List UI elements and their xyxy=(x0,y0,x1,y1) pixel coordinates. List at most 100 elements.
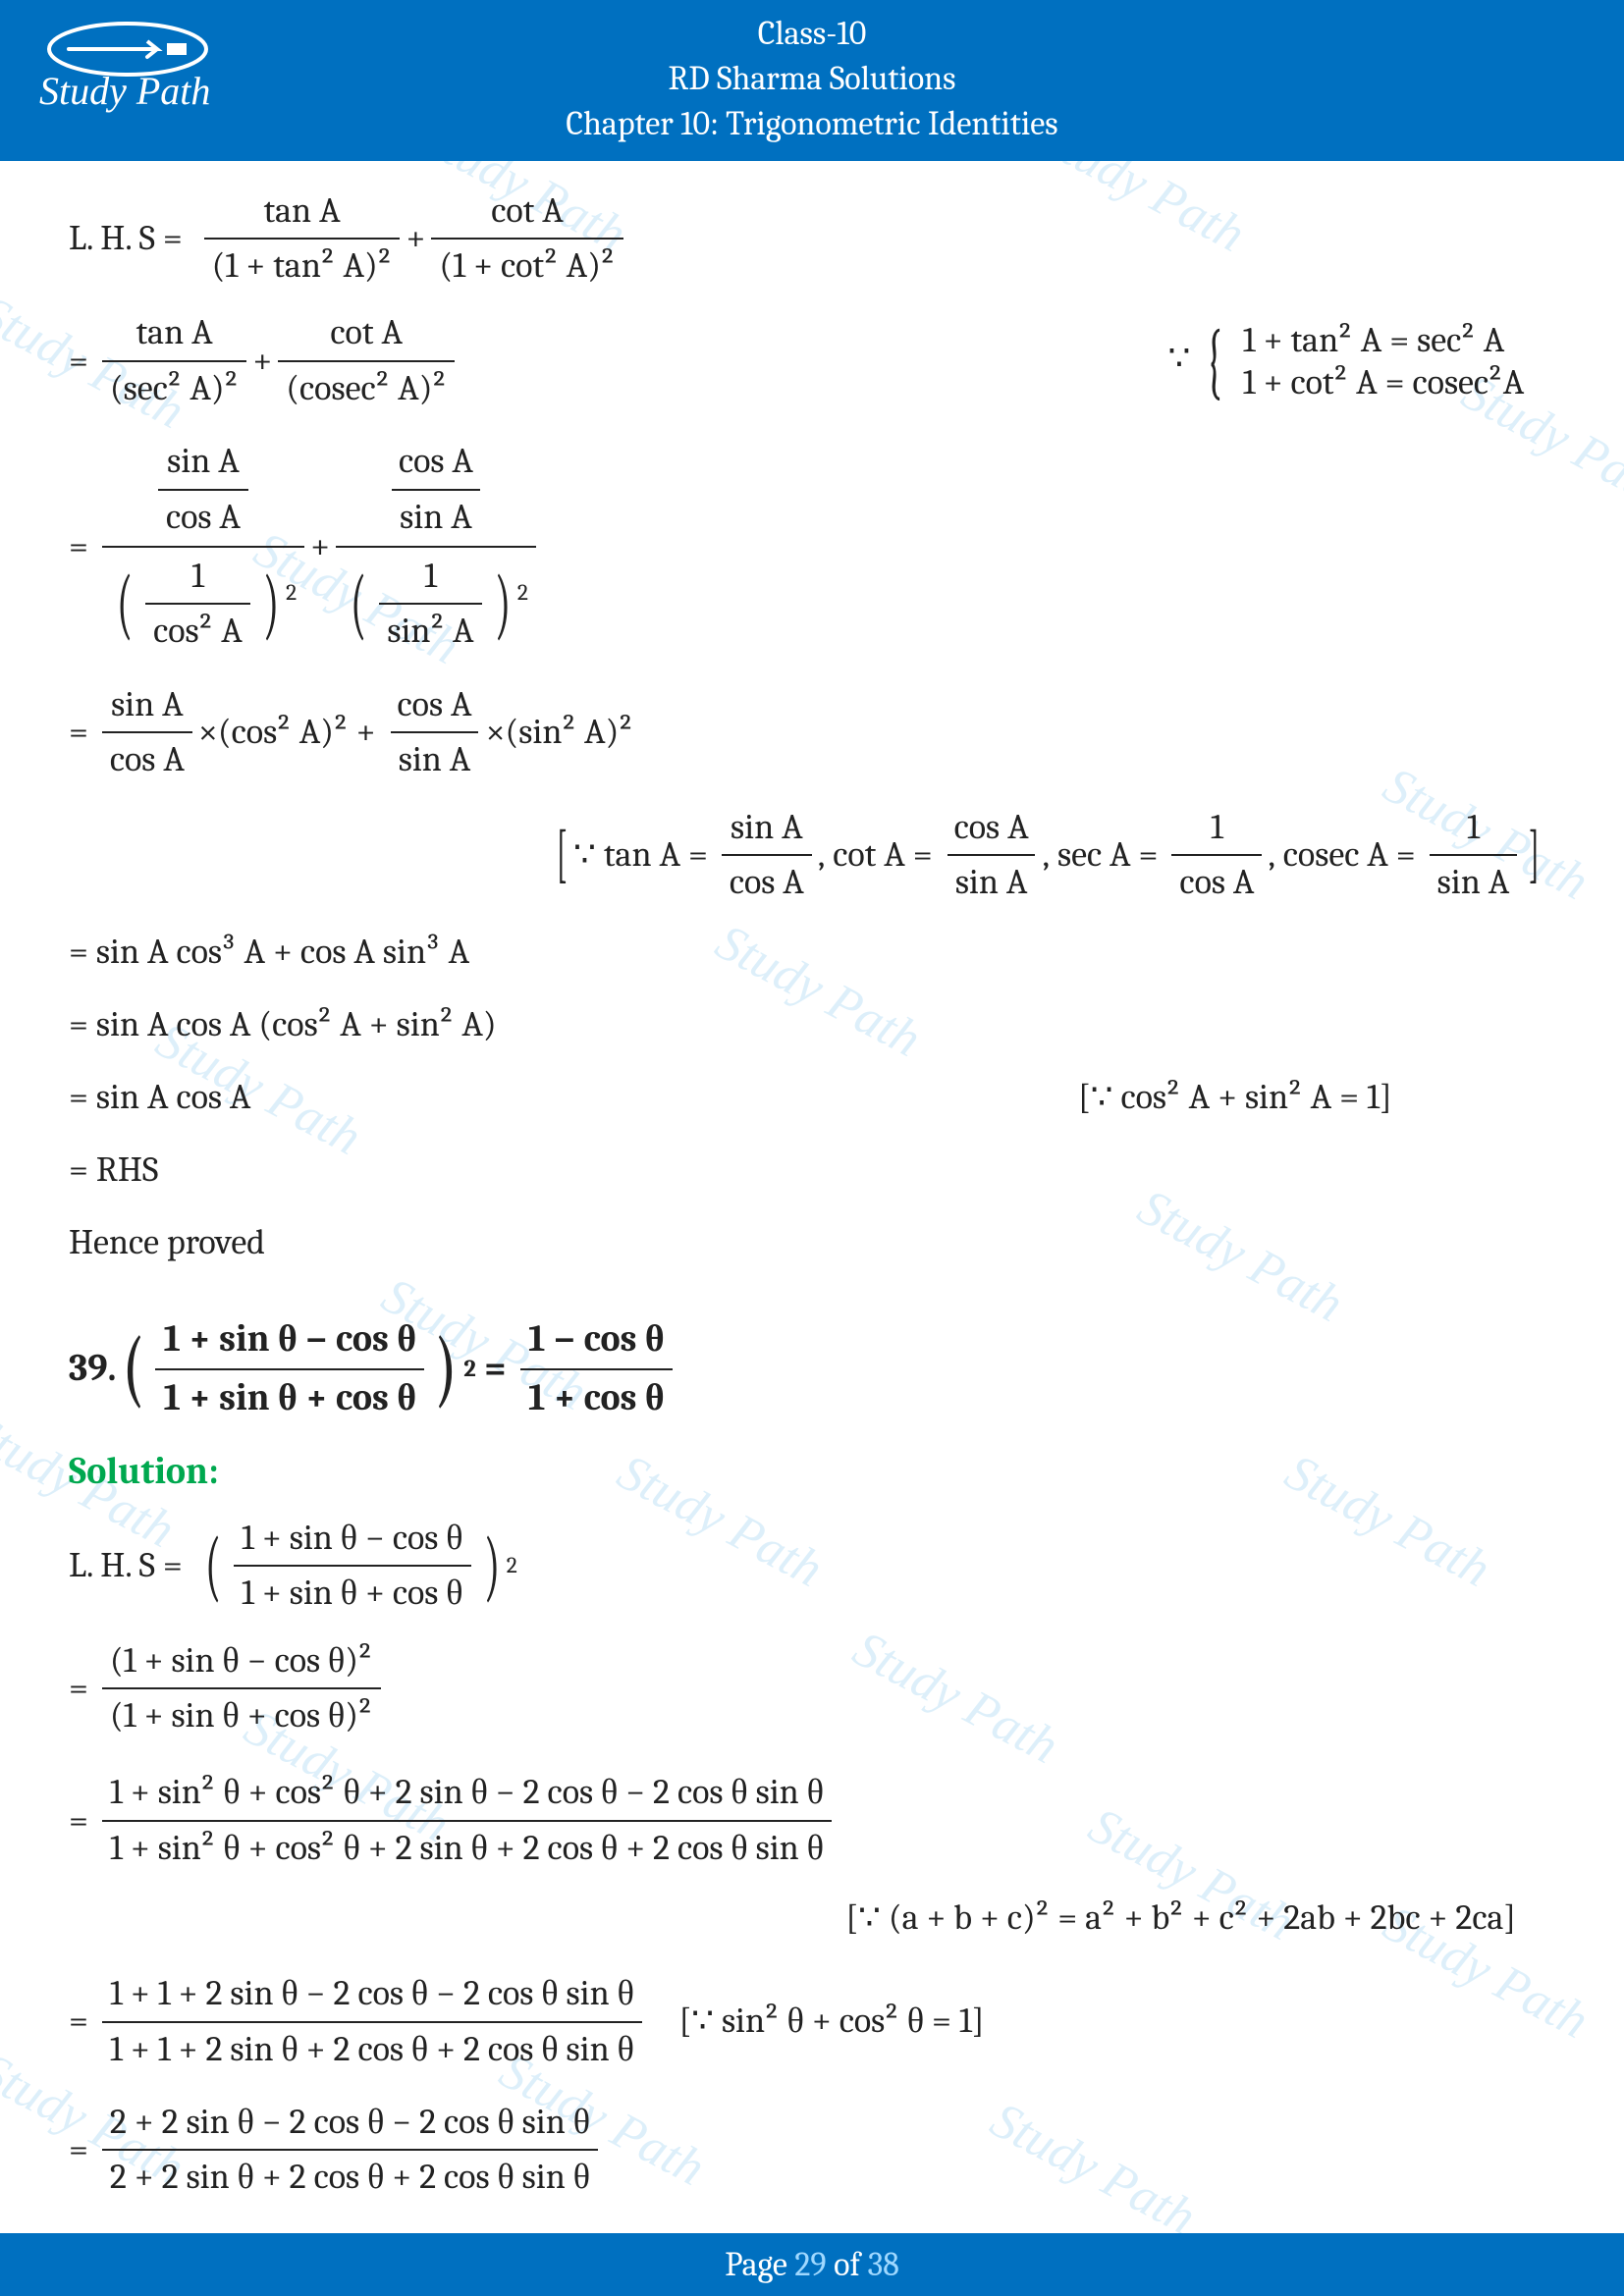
math-step: = tan A (sec² A)² + cot A (cosec² A)² ∵ … xyxy=(69,306,1555,415)
math-step: L. H. S = ( 1 + sin θ − cos θ1 + sin θ +… xyxy=(69,1512,1555,1621)
sup: 2 xyxy=(286,579,297,606)
d: sin A xyxy=(391,731,479,786)
identity-note: [∵ sin² θ + cos² θ = 1] xyxy=(679,1997,985,2046)
term: = sin A cos A xyxy=(69,1073,250,1122)
page-content: L. H. S = tan A (1 + tan² A)² + cot A (1… xyxy=(0,161,1624,2205)
logo-text: Study Path xyxy=(39,65,210,118)
plus: + xyxy=(252,337,272,386)
math-step: = RHS xyxy=(69,1141,1555,1200)
d: cos A xyxy=(1171,854,1262,909)
c: , xyxy=(1268,830,1274,880)
n: 1 xyxy=(1459,801,1488,854)
d: 1 + sin θ + cos θ xyxy=(234,1565,471,1620)
t: sec A xyxy=(1057,830,1131,880)
identity-note: ∵ { 1 + tan² A = sec² A 1 + cot² A = cos… xyxy=(1167,319,1524,403)
d: sin A xyxy=(392,489,480,544)
question-39: 39. ( 1 + sin θ − cos θ 1 + sin θ + cos … xyxy=(69,1311,1555,1425)
n: 1 xyxy=(416,550,445,603)
page-footer: Page 29 of 38 xyxy=(0,2233,1624,2296)
plus: + xyxy=(310,522,330,571)
n: (1 + sin θ − cos θ)² xyxy=(102,1634,381,1687)
d: 1 + cos θ xyxy=(528,1376,665,1419)
n: cos A xyxy=(947,801,1037,854)
n: sin A xyxy=(159,435,247,488)
denominator: (1 + tan² A)² xyxy=(204,238,401,293)
header-line2: RD Sharma Solutions xyxy=(0,57,1624,102)
n: 1 xyxy=(184,550,212,603)
n: 1 xyxy=(1203,801,1231,854)
lhs-label: L. H. S = xyxy=(69,214,183,263)
d: 1 + sin² θ + cos² θ + 2 sin θ + 2 cos θ … xyxy=(102,1820,832,1875)
d: 2 + 2 sin θ + 2 cos θ + 2 cos θ sin θ xyxy=(102,2149,598,2204)
fraction: tan A (sec² A)² xyxy=(102,306,246,415)
n: sin A xyxy=(723,801,811,854)
denominator: (sec² A)² xyxy=(102,360,246,415)
fraction: sin Acos A (1cos² A)2 xyxy=(102,433,304,661)
denominator: (1 + cot² A)² xyxy=(431,238,623,293)
footer-of: of xyxy=(834,2245,860,2284)
math-step: = sin Acos A (1cos² A)2 + cos Asin A (1s… xyxy=(69,433,1555,661)
math-step: = sin A cos³ A + cos A sin³ A xyxy=(69,923,1555,982)
math-step: L. H. S = tan A (1 + tan² A)² + cot A (1… xyxy=(69,185,1555,294)
d: sin A xyxy=(947,854,1036,909)
footer-prefix: Page xyxy=(725,2245,787,2284)
question-number: 39. xyxy=(69,1343,116,1395)
times: × xyxy=(486,708,506,757)
t: tan A xyxy=(604,830,680,880)
sup: 2 xyxy=(463,1356,476,1383)
lhs-label: L. H. S xyxy=(69,1541,155,1590)
n: 2 + 2 sin θ − 2 cos θ − 2 cos θ sin θ xyxy=(102,2096,598,2149)
identity-note: [∵ (a + b + c)² = a² + b² + c² + 2ab + 2… xyxy=(69,1889,1555,1948)
d: 1 + 1 + 2 sin θ + 2 cos θ + 2 cos θ sin … xyxy=(102,2021,642,2076)
term: (sin² A)² xyxy=(506,708,633,757)
math-step: = 1 + 1 + 2 sin θ − 2 cos θ − 2 cos θ si… xyxy=(69,1967,1555,2076)
because-symbol: ∵ xyxy=(1167,338,1190,378)
numerator: tan A xyxy=(255,185,348,238)
plus: + xyxy=(406,214,425,263)
identity-note: [∵ cos² A + sin² A = 1] xyxy=(1078,1073,1392,1122)
t: cot A xyxy=(833,830,905,880)
math-step: = sin A cos A (cos² A + sin² A) xyxy=(69,995,1555,1054)
header-line3: Chapter 10: Trigonometric Identities xyxy=(0,102,1624,147)
math-step: = sin Acos A × (cos² A)² + cos Asin A × … xyxy=(69,678,1555,787)
math-step: = sin A cos A [∵ cos² A + sin² A = 1] xyxy=(69,1068,1555,1127)
definition-note: [ ∵ tan A = sin Acos A , cot A = cos Asi… xyxy=(69,801,1555,910)
d: sin A xyxy=(1430,854,1518,909)
footer-page-current: 29 xyxy=(794,2245,826,2284)
header-line1: Class-10 xyxy=(0,12,1624,57)
d: cos² A xyxy=(145,603,250,658)
d: 1 + sin θ + cos θ xyxy=(163,1376,416,1419)
d: (1 + sin θ + cos θ)² xyxy=(102,1687,381,1742)
fraction: cos Asin A (1sin² A)2 xyxy=(336,433,536,661)
numerator: cot A xyxy=(322,306,410,359)
n: sin A xyxy=(103,678,191,731)
term: (cos² A)² xyxy=(218,708,349,757)
fraction: tan A (1 + tan² A)² xyxy=(204,185,401,294)
page-header: Study Path Class-10 RD Sharma Solutions … xyxy=(0,0,1624,161)
fraction: cot A (cosec² A)² xyxy=(278,306,455,415)
math-step: = 1 + sin² θ + cos² θ + 2 sin θ − 2 cos … xyxy=(69,1766,1555,1875)
math-step: = (1 + sin θ − cos θ)²(1 + sin θ + cos θ… xyxy=(69,1634,1555,1743)
d: cos A xyxy=(158,489,248,544)
n: 1 − cos θ xyxy=(528,1317,665,1361)
footer-page-total: 38 xyxy=(868,2245,899,2284)
denominator: (cosec² A)² xyxy=(278,360,455,415)
expand-identity: [∵ (a + b + c)² = a² + b² + c² + 2ab + 2… xyxy=(845,1894,1516,1943)
n: 1 + sin θ − cos θ xyxy=(234,1512,471,1565)
numerator: tan A xyxy=(128,306,220,359)
d: cos A xyxy=(102,731,192,786)
d: cos A xyxy=(722,854,812,909)
numerator: cot A xyxy=(483,185,571,238)
solution-heading: Solution: xyxy=(69,1446,1555,1498)
n: 1 + 1 + 2 sin θ − 2 cos θ − 2 cos θ sin … xyxy=(102,1967,642,2020)
sup: 2 xyxy=(517,579,528,606)
d: sin² A xyxy=(379,603,481,658)
c: , xyxy=(1043,830,1050,880)
t: cosec A xyxy=(1283,830,1388,880)
because: ∵ xyxy=(573,830,596,880)
identity-line: 1 + tan² A = sec² A xyxy=(1243,319,1525,361)
fraction: cot A (1 + cot² A)² xyxy=(431,185,623,294)
n: cos A xyxy=(391,435,481,488)
n: cos A xyxy=(390,678,480,731)
hence-proved: Hence proved xyxy=(69,1213,1555,1272)
